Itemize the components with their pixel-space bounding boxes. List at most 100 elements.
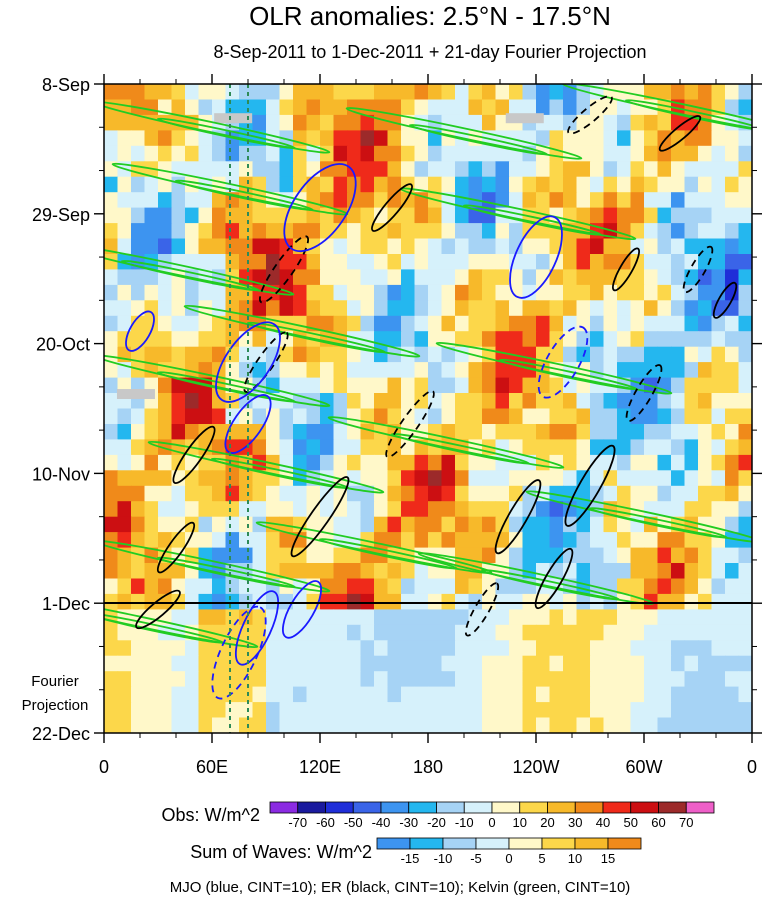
heatmap-cell bbox=[455, 393, 470, 410]
heatmap-cell bbox=[293, 485, 308, 502]
kelvin-contour bbox=[121, 259, 260, 292]
heatmap-cell bbox=[603, 161, 618, 178]
heatmap-cell bbox=[738, 161, 752, 178]
colorbar-swatch bbox=[408, 801, 437, 814]
heatmap-cell bbox=[684, 161, 699, 178]
heatmap-cell bbox=[144, 470, 159, 487]
projection-cell bbox=[617, 717, 632, 733]
heatmap-cell bbox=[198, 238, 213, 255]
heatmap-cell bbox=[657, 238, 672, 255]
heatmap-cell bbox=[198, 130, 213, 147]
kelvin-contour bbox=[319, 538, 458, 570]
heatmap-cell bbox=[738, 331, 752, 348]
missing-data-patch bbox=[505, 113, 544, 124]
heatmap-cell bbox=[117, 176, 132, 193]
heatmap-cell bbox=[455, 346, 470, 363]
projection-cell bbox=[725, 671, 740, 688]
projection-cell bbox=[347, 671, 362, 688]
heatmap-cell bbox=[144, 485, 159, 502]
heatmap-cell bbox=[657, 331, 672, 348]
heatmap-cell bbox=[360, 223, 375, 240]
heatmap-cell bbox=[684, 254, 699, 271]
mjo-contour bbox=[537, 325, 589, 399]
heatmap-cell bbox=[576, 176, 591, 193]
heatmap-cell bbox=[360, 516, 375, 533]
heatmap-cell bbox=[293, 424, 308, 441]
heatmap-cell bbox=[644, 532, 659, 549]
heatmap-cell bbox=[590, 424, 605, 441]
projection-cell bbox=[239, 624, 254, 641]
heatmap-cell bbox=[347, 377, 362, 394]
heatmap-cell bbox=[441, 99, 456, 116]
heatmap-cell bbox=[671, 346, 686, 363]
heatmap-cell bbox=[266, 362, 281, 379]
projection-cell bbox=[117, 655, 132, 672]
projection-cell bbox=[279, 686, 294, 703]
heatmap-cell bbox=[158, 84, 173, 101]
kelvin-contour bbox=[435, 341, 673, 395]
colorbar-swatch bbox=[463, 801, 493, 814]
colorbar-swatch bbox=[269, 801, 299, 814]
heatmap-cell bbox=[414, 207, 429, 224]
heatmap-cell bbox=[630, 563, 645, 580]
heatmap-cell bbox=[522, 439, 537, 456]
heatmap-cell bbox=[225, 578, 240, 595]
heatmap-cell bbox=[171, 331, 186, 348]
heatmap-cell bbox=[198, 501, 213, 518]
projection-cell bbox=[171, 640, 186, 657]
projection-cell bbox=[738, 624, 752, 641]
heatmap-cell bbox=[698, 84, 713, 101]
heatmap-cell bbox=[212, 532, 227, 549]
heatmap-cell bbox=[401, 145, 416, 162]
projection-cell bbox=[266, 717, 281, 733]
heatmap-cell bbox=[468, 393, 483, 410]
heatmap-cell bbox=[522, 346, 537, 363]
heatmap-cell bbox=[360, 501, 375, 518]
heatmap-cell bbox=[144, 346, 159, 363]
heatmap-cell bbox=[590, 454, 605, 471]
heatmap-cell bbox=[428, 362, 443, 379]
projection-cell bbox=[441, 686, 456, 703]
heatmap-cell bbox=[144, 532, 159, 549]
heatmap-cell bbox=[725, 84, 740, 101]
projection-cell bbox=[671, 655, 686, 672]
heatmap-cell bbox=[657, 254, 672, 271]
projection-cell bbox=[198, 717, 213, 733]
heatmap-cell bbox=[374, 238, 389, 255]
heatmap-cell bbox=[738, 393, 752, 410]
projection-cell bbox=[401, 609, 416, 626]
heatmap-cell bbox=[212, 547, 227, 564]
projection-cell bbox=[104, 702, 119, 719]
heatmap-cell bbox=[657, 532, 672, 549]
heatmap-cell bbox=[684, 393, 699, 410]
heatmap-cell bbox=[671, 454, 686, 471]
heatmap-cell bbox=[711, 362, 726, 379]
heatmap-cell bbox=[320, 439, 335, 456]
heatmap-cell bbox=[725, 485, 740, 502]
projection-cell bbox=[293, 640, 308, 657]
heatmap-cell bbox=[104, 346, 119, 363]
projection-cell bbox=[360, 624, 375, 641]
er-contour bbox=[243, 331, 289, 393]
heatmap-cell bbox=[212, 470, 227, 487]
heatmap-cell bbox=[347, 161, 362, 178]
heatmap-cell bbox=[522, 99, 537, 116]
heatmap-cell bbox=[104, 331, 119, 348]
heatmap-cell bbox=[644, 176, 659, 193]
heatmap-cell bbox=[185, 238, 200, 255]
heatmap-cell bbox=[482, 393, 497, 410]
projection-cell bbox=[428, 671, 443, 688]
heatmap-cell bbox=[104, 176, 119, 193]
heatmap-cell bbox=[428, 269, 443, 286]
heatmap-cell bbox=[293, 331, 308, 348]
heatmap-cell bbox=[360, 315, 375, 332]
heatmap-cell bbox=[374, 470, 389, 487]
heatmap-cell bbox=[252, 362, 267, 379]
heatmap-cell bbox=[117, 300, 132, 317]
heatmap-cell bbox=[482, 284, 497, 301]
heatmap-cell bbox=[185, 516, 200, 533]
heatmap-cell bbox=[401, 408, 416, 425]
heatmap-cell bbox=[347, 130, 362, 147]
heatmap-cell bbox=[711, 145, 726, 162]
projection-cell bbox=[630, 671, 645, 688]
